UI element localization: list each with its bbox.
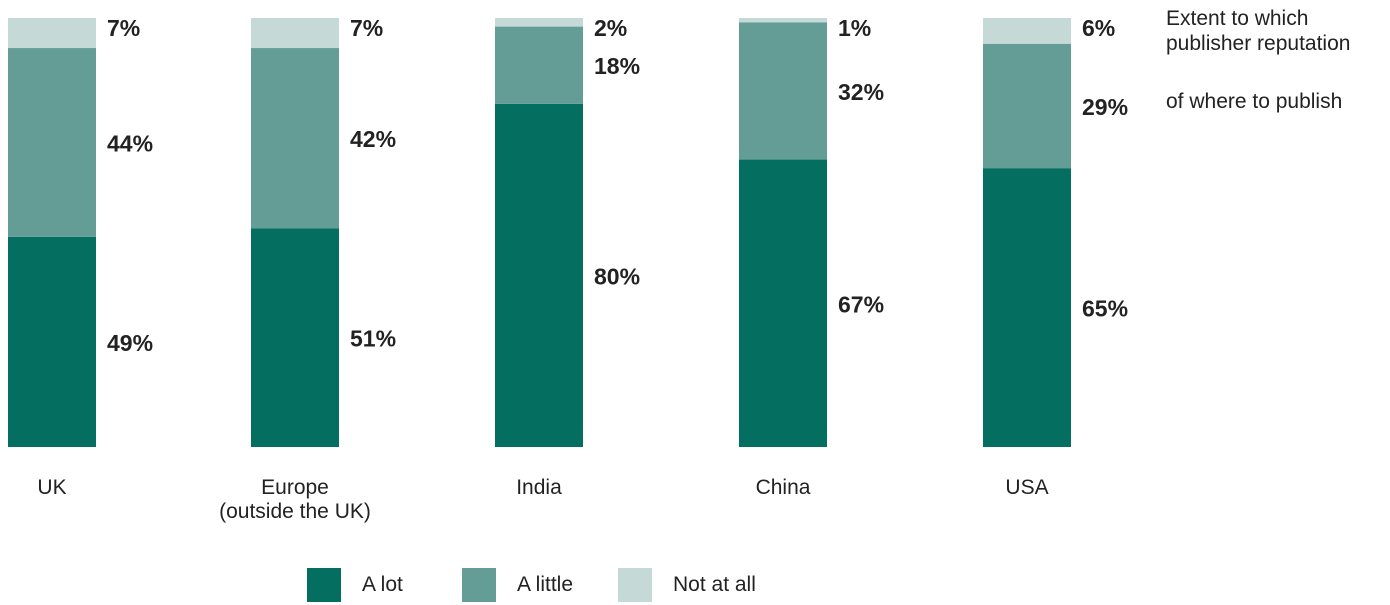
legend-swatch-a-little [462, 568, 496, 602]
category-label-line: (outside the UK) [219, 500, 371, 523]
bar-a-lot-3 [739, 159, 827, 447]
value-label-not-at-all-0: 7% [107, 15, 140, 41]
bar-not-at-all-2 [495, 18, 583, 27]
bar-not-at-all-1 [251, 18, 339, 49]
value-label-not-at-all-2: 2% [594, 15, 627, 41]
legend-swatch-not-at-all [618, 568, 652, 602]
category-label-1: Europe (outside the UK) [185, 476, 405, 524]
value-label-not-at-all-3: 1% [838, 15, 871, 41]
value-label-a-lot-0: 49% [107, 330, 153, 356]
value-label-a-lot-4: 65% [1082, 296, 1128, 322]
category-label-line: UK [37, 476, 67, 499]
bar-a-lot-0 [8, 236, 96, 447]
bar-not-at-all-0 [8, 18, 96, 49]
bar-a-little-2 [495, 26, 583, 104]
value-label-a-little-0: 44% [107, 130, 153, 156]
category-label-line: China [755, 476, 811, 499]
value-label-not-at-all-1: 7% [350, 15, 383, 41]
legend-label-not-at-all: Not at all [673, 573, 756, 596]
bar-a-lot-1 [251, 228, 339, 447]
category-label-4: USA [917, 476, 1137, 500]
value-label-a-little-2: 18% [594, 53, 640, 79]
category-label-3: China [673, 476, 893, 500]
value-label-a-lot-1: 51% [350, 326, 396, 352]
legend-swatch-a-lot [307, 568, 341, 602]
legend-label-a-little: A little [517, 573, 574, 596]
bar-not-at-all-4 [983, 18, 1071, 44]
bar-a-lot-2 [495, 103, 583, 448]
value-label-a-lot-2: 80% [594, 263, 640, 289]
category-label-2: India [429, 476, 649, 500]
side-note-line-3: of where to publish [1166, 90, 1343, 113]
value-label-a-little-1: 42% [350, 126, 396, 152]
bar-a-little-1 [251, 48, 339, 229]
legend-label-a-lot: A lot [362, 573, 403, 596]
category-label-line: India [516, 476, 562, 499]
category-label-0: UK [0, 476, 162, 500]
bar-a-little-0 [8, 48, 96, 237]
legend-item-a-lot: A lot [307, 568, 403, 602]
bar-a-lot-4 [983, 168, 1071, 447]
value-label-a-little-3: 32% [838, 79, 884, 105]
bar-a-little-3 [739, 22, 827, 160]
category-label-line: Europe [261, 476, 329, 499]
side-note-line-2: publisher reputation [1166, 32, 1351, 55]
legend-item-not-at-all: Not at all [618, 568, 756, 602]
value-label-not-at-all-4: 6% [1082, 15, 1115, 41]
value-label-a-lot-3: 67% [838, 291, 884, 317]
legend-item-a-little: A little [462, 568, 573, 602]
bar-not-at-all-3 [739, 18, 827, 23]
value-label-a-little-4: 29% [1082, 94, 1128, 120]
bar-a-little-4 [983, 43, 1071, 169]
side-note-line-1: Extent to which [1166, 7, 1309, 30]
category-label-line: USA [1005, 476, 1049, 499]
